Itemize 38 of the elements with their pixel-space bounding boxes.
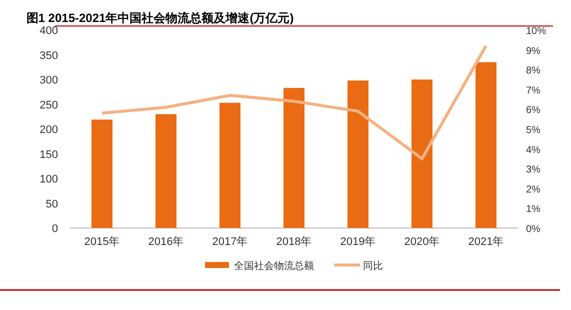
y-tick-label: 250: [40, 99, 58, 112]
y-tick-label: 300: [40, 74, 58, 86]
y-tick-label: 350: [40, 50, 58, 62]
y-tick-label: 100: [40, 174, 58, 186]
x-tick-label: 2019年: [340, 236, 376, 248]
y2-tick-label: 9%: [526, 46, 541, 57]
x-tick-label: 2018年: [276, 236, 312, 248]
chart-title: 图1 2015-2021年中国社会物流总额及增速(万亿元): [26, 11, 294, 25]
bar: [412, 80, 432, 228]
x-tick-label: 2020年: [404, 236, 440, 248]
bar: [348, 80, 368, 228]
x-tick-label: 2016年: [148, 236, 184, 248]
x-tick-label: 2015年: [84, 236, 120, 248]
bar: [284, 88, 304, 228]
x-tick-label: 2021年: [468, 236, 504, 248]
y-tick-label: 150: [40, 148, 58, 161]
x-tick-label: 2017年: [212, 236, 248, 248]
y2-tick-label: 7%: [526, 85, 541, 96]
y2-tick-label: 0%: [526, 224, 541, 235]
y2-tick-label: 2%: [526, 184, 541, 196]
y2-tick-label: 8%: [526, 66, 541, 77]
bar: [156, 114, 176, 228]
legend-label: 全国社会物流总额: [234, 260, 314, 272]
bar: [476, 62, 496, 228]
y2-tick-label: 5%: [526, 125, 541, 136]
y-tick-label: 50: [46, 198, 58, 210]
bar: [220, 102, 240, 228]
y-tick-label: 0: [52, 223, 58, 235]
y2-tick-label: 3%: [526, 164, 541, 176]
legend-label: 同比: [363, 260, 383, 272]
y2-tick-label: 4%: [526, 144, 541, 156]
y-tick-label: 200: [40, 124, 58, 136]
bar: [92, 120, 112, 228]
y2-tick-label: 10%: [526, 26, 546, 37]
line-series: [100, 44, 488, 160]
y2-tick-label: 1%: [526, 204, 541, 216]
y2-tick-label: 6%: [526, 105, 541, 116]
y-tick-label: 400: [40, 25, 58, 37]
